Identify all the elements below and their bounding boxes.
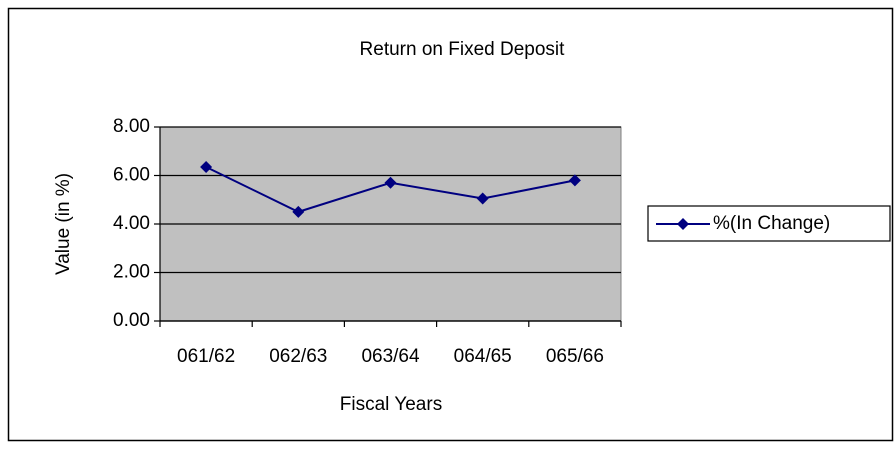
y-tick-label: 6.00 <box>113 165 150 186</box>
x-axis-label: Fiscal Years <box>340 394 442 415</box>
x-tick-label: 061/62 <box>177 346 235 367</box>
data-point <box>568 174 581 187</box>
y-tick-label: 8.00 <box>113 116 150 137</box>
x-tick-label: 063/64 <box>361 346 420 367</box>
y-tick-label: 4.00 <box>113 213 150 234</box>
data-point <box>476 192 489 205</box>
data-point <box>200 161 213 174</box>
data-point <box>292 205 305 218</box>
y-axis-label: Value (in %) <box>53 173 74 275</box>
x-tick-label: 062/63 <box>269 346 327 367</box>
chart-title: Return on Fixed Deposit <box>360 39 566 60</box>
data-point <box>384 176 397 189</box>
legend-label: %(In Change) <box>713 213 830 234</box>
y-tick-label: 0.00 <box>113 310 150 331</box>
legend-marker <box>677 218 689 230</box>
x-tick-label: 065/66 <box>546 346 604 367</box>
x-tick-label: 064/65 <box>454 346 512 367</box>
y-tick-label: 2.00 <box>113 262 150 283</box>
